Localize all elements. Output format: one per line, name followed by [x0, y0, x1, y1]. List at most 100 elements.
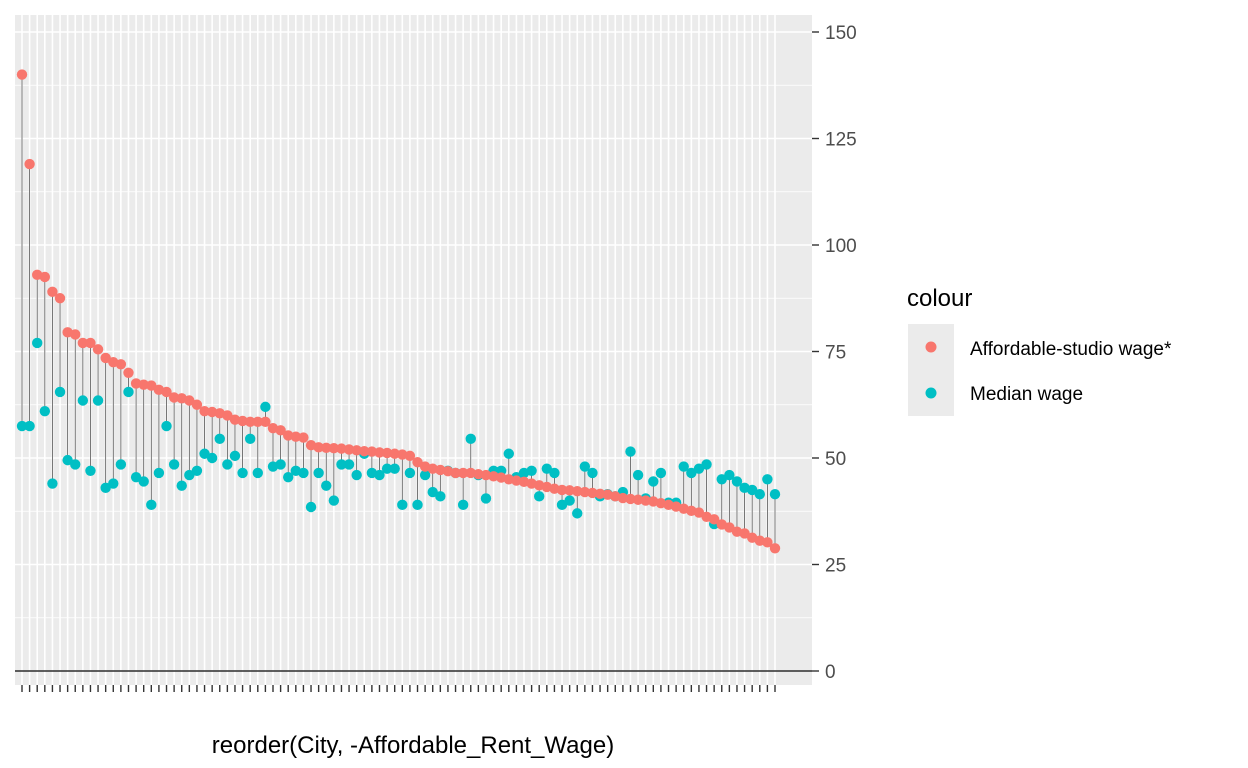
- point-affordable-wage: [457, 467, 469, 479]
- point-median-wage: [222, 459, 233, 470]
- point-median-wage: [716, 474, 727, 485]
- point-affordable-wage: [199, 405, 210, 417]
- data-points: [16, 69, 781, 554]
- point-median-wage: [252, 467, 263, 479]
- point-affordable-wage: [168, 392, 180, 403]
- point-median-wage: [579, 461, 591, 472]
- point-affordable-wage: [260, 416, 271, 427]
- point-median-wage: [678, 461, 689, 472]
- point-median-wage: [92, 395, 104, 406]
- point-median-wage: [701, 459, 712, 470]
- point-affordable-wage: [138, 379, 149, 390]
- point-median-wage: [237, 467, 248, 479]
- point-median-wage: [762, 474, 773, 485]
- point-median-wage: [146, 499, 157, 511]
- point-median-wage: [168, 459, 180, 470]
- point-median-wage: [412, 499, 423, 511]
- point-affordable-wage: [412, 457, 423, 468]
- point-median-wage: [100, 482, 111, 494]
- point-affordable-wage: [24, 158, 35, 170]
- point-affordable-wage: [313, 442, 324, 453]
- point-median-wage: [123, 386, 134, 398]
- point-median-wage: [229, 450, 241, 462]
- point-median-wage: [632, 469, 644, 481]
- point-affordable-wage: [328, 443, 340, 454]
- point-median-wage: [305, 501, 317, 513]
- point-median-wage: [427, 486, 438, 498]
- point-median-wage: [336, 459, 347, 470]
- point-affordable-wage: [404, 450, 416, 462]
- point-median-wage: [465, 433, 476, 445]
- point-affordable-wage: [244, 416, 256, 427]
- point-median-wage: [572, 508, 583, 519]
- point-affordable-wage: [85, 337, 96, 349]
- point-affordable-wage: [92, 344, 104, 355]
- grid-major: [15, 15, 812, 685]
- point-median-wage: [191, 465, 203, 476]
- point-median-wage: [397, 499, 408, 511]
- point-median-wage: [381, 463, 393, 474]
- legend-marker-median: [925, 387, 937, 399]
- point-median-wage: [130, 471, 142, 483]
- y-tick-label: 25: [825, 556, 846, 577]
- point-affordable-wage: [762, 537, 773, 548]
- point-affordable-wage: [321, 442, 332, 453]
- point-affordable-wage: [359, 445, 370, 457]
- point-median-wage: [206, 452, 218, 464]
- point-affordable-wage: [39, 271, 51, 283]
- point-median-wage: [648, 476, 659, 487]
- point-median-wage: [693, 463, 705, 474]
- point-median-wage: [24, 420, 35, 432]
- point-affordable-wage: [290, 431, 302, 442]
- point-median-wage: [587, 467, 598, 479]
- y-tick-label: 75: [825, 343, 846, 364]
- point-median-wage: [153, 467, 165, 479]
- point-median-wage: [47, 478, 58, 489]
- legend-label-median: Median wage: [970, 384, 1083, 405]
- point-affordable-wage: [161, 386, 172, 398]
- point-affordable-wage: [556, 484, 568, 496]
- point-median-wage: [62, 454, 73, 466]
- point-affordable-wage: [146, 380, 157, 391]
- point-median-wage: [389, 463, 400, 474]
- point-affordable-wage: [275, 425, 286, 436]
- x-axis-title: reorder(City, -Affordable_Rent_Wage): [212, 732, 614, 759]
- point-affordable-wage: [564, 485, 575, 496]
- point-affordable-wage: [351, 445, 362, 456]
- point-median-wage: [184, 469, 195, 481]
- y-tick-label: 150: [825, 23, 857, 44]
- point-median-wage: [655, 467, 667, 479]
- point-affordable-wage: [336, 443, 347, 454]
- y-tick-label: 0: [825, 662, 836, 683]
- point-median-wage: [70, 459, 81, 470]
- point-affordable-wage: [724, 522, 735, 533]
- point-median-wage: [731, 476, 743, 487]
- point-median-wage: [769, 489, 781, 500]
- point-median-wage: [321, 480, 332, 491]
- grid-minor: [15, 84, 812, 619]
- point-affordable-wage: [47, 286, 58, 298]
- point-affordable-wage: [77, 337, 89, 349]
- point-affordable-wage: [191, 399, 203, 410]
- legend: colour Affordable-studio wage* Median wa…: [907, 285, 1172, 416]
- point-median-wage: [457, 499, 469, 511]
- point-affordable-wage: [769, 543, 781, 554]
- point-median-wage: [556, 499, 568, 511]
- point-affordable-wage: [70, 329, 81, 340]
- point-median-wage: [115, 459, 127, 470]
- plot-panel: [15, 15, 812, 685]
- point-median-wage: [435, 491, 446, 502]
- legend-title: colour: [907, 285, 972, 312]
- point-affordable-wage: [587, 487, 598, 499]
- point-affordable-wage: [389, 448, 400, 459]
- y-tick-label: 100: [825, 236, 857, 257]
- point-median-wage: [480, 493, 492, 504]
- y-tick-label: 50: [825, 449, 846, 470]
- point-affordable-wage: [693, 507, 705, 518]
- point-affordable-wage: [640, 495, 651, 506]
- point-affordable-wage: [115, 359, 127, 370]
- point-affordable-wage: [625, 493, 636, 505]
- point-median-wage: [214, 433, 225, 445]
- point-median-wage: [724, 469, 735, 481]
